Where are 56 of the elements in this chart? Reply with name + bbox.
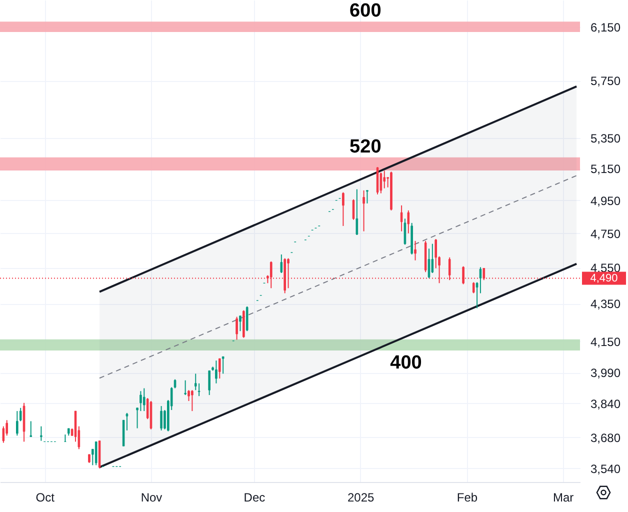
candlestick [2, 426, 5, 444]
y-tick-label: 3,990 [590, 366, 621, 380]
candlestick [407, 210, 410, 234]
candlestick [160, 406, 162, 431]
y-tick-label: 4,950 [590, 194, 621, 208]
candlestick [280, 254, 283, 274]
candlestick [218, 358, 221, 380]
y-tick-label: 4,350 [590, 297, 621, 312]
candlestick [404, 218, 406, 246]
candlestick [356, 188, 358, 236]
candlestick [479, 266, 482, 294]
x-tick-label: Mar [553, 490, 574, 504]
candlestick [383, 170, 386, 189]
candlestick [198, 382, 200, 397]
candlestick [215, 360, 218, 384]
x-tick-label: 2025 [348, 490, 375, 504]
candlestick [431, 243, 434, 274]
y-tick-label: 6,150 [590, 20, 621, 34]
candlestick [19, 407, 22, 422]
candlestick [362, 190, 365, 232]
band-label: 400 [390, 352, 422, 374]
y-tick-label: 5,750 [590, 74, 621, 88]
candlestick [366, 190, 368, 204]
candlestick [140, 390, 142, 412]
candlestick [16, 410, 18, 436]
band-label: 520 [350, 136, 382, 158]
candlestick [222, 356, 224, 374]
candlestick [414, 240, 416, 261]
candlestick [342, 192, 344, 226]
y-tick-label: 3,840 [590, 396, 621, 411]
candlestick [30, 420, 32, 438]
band-label: 600 [350, 0, 382, 22]
x-tick-label: Nov [140, 490, 162, 504]
candlestick [287, 258, 290, 289]
candlestick [208, 370, 210, 396]
y-tick-label: 4,750 [590, 226, 621, 241]
y-tick-label: 3,540 [590, 462, 621, 476]
x-tick-label: Feb [456, 490, 478, 504]
ref-line-label: 4,490 [590, 272, 618, 284]
candlestick [246, 306, 248, 332]
candlestick [40, 426, 42, 442]
candlestick [236, 316, 238, 340]
candlestick [142, 388, 146, 412]
x-tick-label: Dec [244, 490, 266, 504]
y-tick-label: 5,150 [590, 162, 621, 176]
y-tick-label: 3,680 [590, 430, 621, 445]
y-tick-label: 5,350 [590, 132, 621, 146]
candlestick [400, 204, 403, 232]
candlestick [191, 390, 194, 412]
y-tick-label: 4,150 [590, 334, 621, 349]
x-tick-label: Oct [36, 490, 56, 504]
candlestick [239, 315, 242, 332]
candlestick [184, 380, 186, 396]
candlestick [434, 238, 438, 269]
candlestick [472, 282, 475, 294]
candlestick [94, 441, 98, 466]
